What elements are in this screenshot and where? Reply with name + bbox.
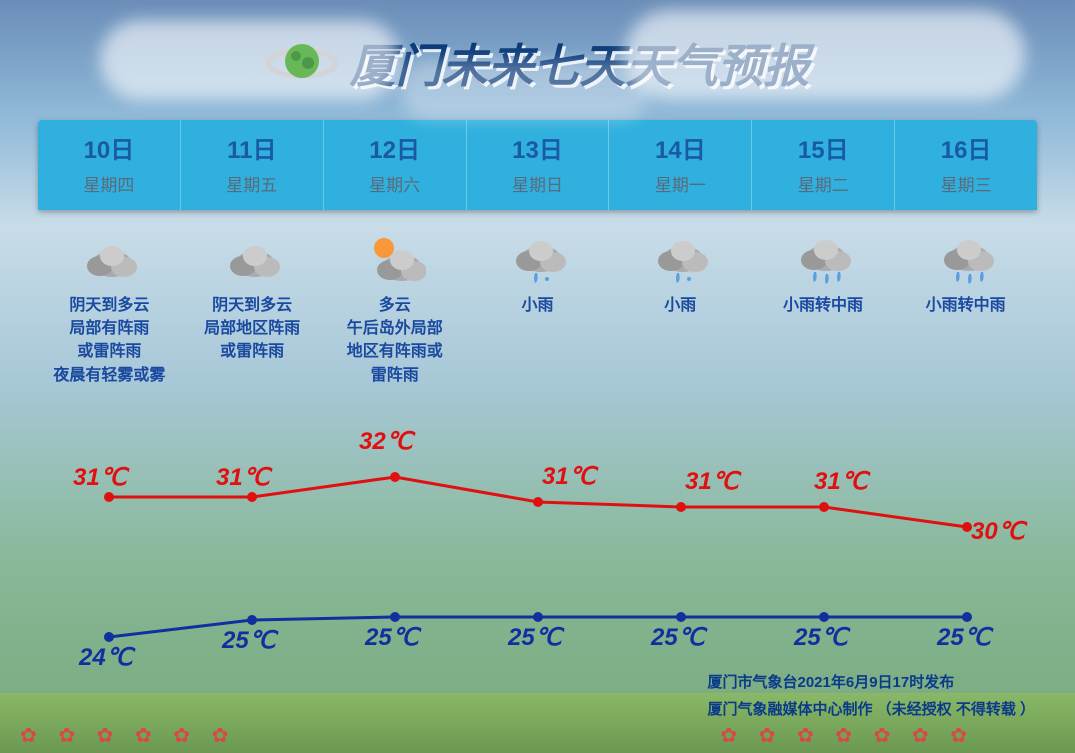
date: 10日 <box>38 130 180 165</box>
header-cell: 10日星期四 <box>38 120 181 210</box>
weather-icon <box>181 224 324 294</box>
day-of-week: 星期六 <box>324 171 466 196</box>
copyright-line: 厦门气象融媒体中心制作 （未经授权 不得转载 ） <box>707 696 1035 723</box>
svg-text:30℃: 30℃ <box>971 518 1028 545</box>
weather-description: 小雨 <box>609 294 752 387</box>
day-of-week: 星期三 <box>895 171 1037 196</box>
date: 11日 <box>181 130 323 165</box>
weather-icon <box>752 224 895 294</box>
date: 13日 <box>467 130 609 165</box>
header-cell: 16日星期三 <box>895 120 1037 210</box>
weather-description: 阴天到多云局部地区阵雨或雷阵雨 <box>181 294 324 387</box>
weather-icon <box>466 224 609 294</box>
svg-text:25℃: 25℃ <box>793 624 851 651</box>
flowers-left: ✿ ✿ ✿ ✿ ✿ ✿ <box>20 723 236 748</box>
svg-text:25℃: 25℃ <box>364 624 422 651</box>
credits: 厦门市气象台2021年6月9日17时发布 厦门气象融媒体中心制作 （未经授权 不… <box>707 669 1035 723</box>
weather-description: 小雨转中雨 <box>894 294 1037 387</box>
day-of-week: 星期一 <box>609 171 751 196</box>
description-row: 阴天到多云局部有阵雨或雷阵雨夜晨有轻雾或雾阴天到多云局部地区阵雨或雷阵雨多云午后… <box>38 294 1037 387</box>
day-of-week: 星期日 <box>467 171 609 196</box>
weather-icon <box>609 224 752 294</box>
svg-text:32℃: 32℃ <box>359 428 416 455</box>
weather-icon <box>323 224 466 294</box>
icon-row <box>38 224 1037 294</box>
header-row: 10日星期四11日星期五12日星期六13日星期日14日星期一15日星期二16日星… <box>38 120 1037 210</box>
header-cell: 13日星期日 <box>467 120 610 210</box>
temperature-chart: 31℃ 24℃ 31℃ 25℃ 32℃ 25℃ 31℃ 25℃ 31℃ 25℃ 31℃ 25℃ 30℃ 2… <box>38 407 1037 677</box>
day-of-week: 星期四 <box>38 171 180 196</box>
svg-text:31℃: 31℃ <box>73 464 130 491</box>
svg-text:31℃: 31℃ <box>542 463 599 490</box>
header-cell: 12日星期六 <box>324 120 467 210</box>
svg-text:25℃: 25℃ <box>507 624 565 651</box>
date: 16日 <box>895 130 1037 165</box>
date: 14日 <box>609 130 751 165</box>
date: 12日 <box>324 130 466 165</box>
weather-icon <box>894 224 1037 294</box>
weather-description: 小雨转中雨 <box>752 294 895 387</box>
svg-text:31℃: 31℃ <box>814 468 871 495</box>
planet-icon <box>266 41 338 85</box>
svg-text:25℃: 25℃ <box>936 624 994 651</box>
weather-description: 阴天到多云局部有阵雨或雷阵雨夜晨有轻雾或雾 <box>38 294 181 387</box>
header-cell: 14日星期一 <box>609 120 752 210</box>
day-of-week: 星期五 <box>181 171 323 196</box>
svg-text:31℃: 31℃ <box>216 464 273 491</box>
svg-text:24℃: 24℃ <box>78 644 136 671</box>
header-cell: 15日星期二 <box>752 120 895 210</box>
weather-description: 多云午后岛外局部地区有阵雨或雷阵雨 <box>323 294 466 387</box>
header-cell: 11日星期五 <box>181 120 324 210</box>
day-of-week: 星期二 <box>752 171 894 196</box>
svg-text:25℃: 25℃ <box>221 627 279 654</box>
flowers-right: ✿ ✿ ✿ ✿ ✿ ✿ ✿ <box>720 723 975 748</box>
weather-icon <box>38 224 181 294</box>
svg-text:25℃: 25℃ <box>650 624 708 651</box>
weather-description: 小雨 <box>466 294 609 387</box>
publish-line: 厦门市气象台2021年6月9日17时发布 <box>707 669 1035 696</box>
svg-text:31℃: 31℃ <box>685 468 742 495</box>
date: 15日 <box>752 130 894 165</box>
